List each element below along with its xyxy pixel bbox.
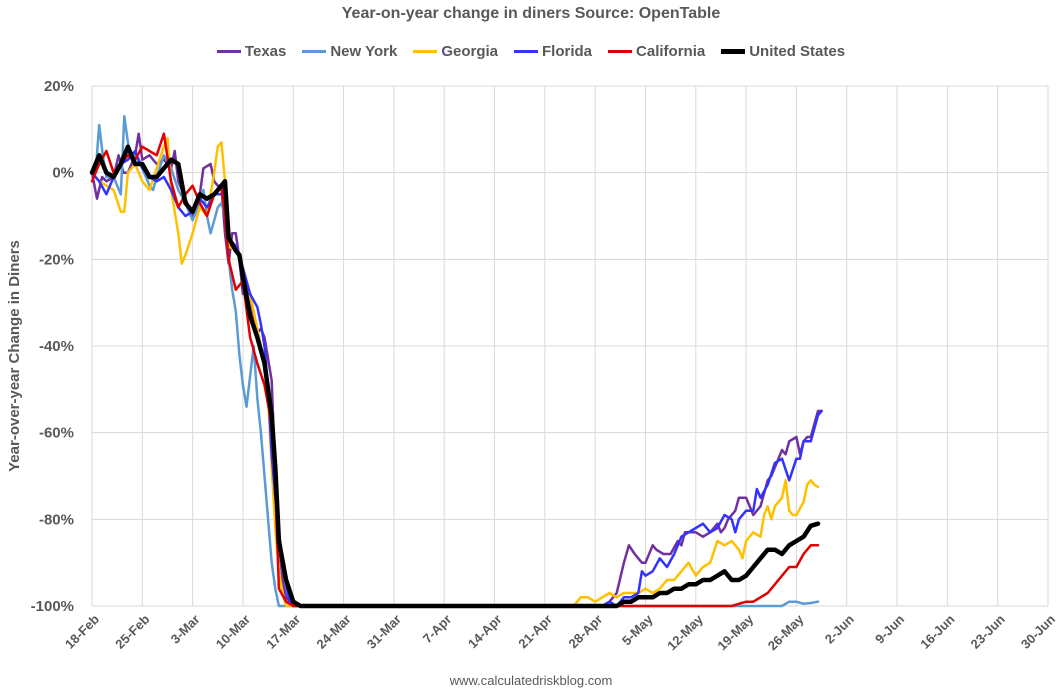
y-tick-label: 0% [52,165,74,182]
x-tick-label: 10-Mar [213,612,253,652]
x-tick-label: 18-Feb [62,611,102,651]
legend-label: United States [749,43,846,60]
y-axis-label: Year-over-year Change in Diners [6,240,23,472]
y-tick-label: -40% [39,338,74,355]
legend-label: California [636,43,706,60]
legend-swatch [608,50,633,53]
series-line-united-states [89,144,821,609]
legend-swatch [721,49,746,54]
y-tick-label: -60% [39,425,74,442]
y-tick-label: -100% [31,598,74,615]
x-tick-label: 25-Feb [112,611,152,651]
y-tick-label: -80% [39,511,74,528]
x-tick-label: 28-Apr [566,612,606,652]
series-line-california [90,132,820,608]
legend: Texas New York Georgia Florida California Uni… [0,43,1062,60]
x-tick-label: 5-May [619,611,656,648]
legend-item: Georgia [413,43,498,60]
x-tick-label: 17-Mar [263,612,303,652]
chart-title: Year-on-year change in diners Source: Op… [341,5,721,22]
x-tick-label: 31-Mar [364,612,404,652]
series-line-georgia [90,136,820,608]
x-tick-label: 2-Jun [822,611,857,646]
x-tick-label: 26-May [765,611,807,653]
legend-label: Georgia [441,43,499,60]
x-tick-label: 7-Apr [420,612,455,647]
legend-swatch [413,50,438,53]
y-tick-label: 20% [44,78,74,95]
legend-label: Florida [542,43,593,60]
x-tick-label: 24-Mar [313,612,353,652]
x-tick-label: 23-Jun [968,611,1008,651]
legend-label: Texas [244,43,287,60]
legend-swatch [216,50,241,53]
legend-item: Florida [514,43,592,60]
legend-swatch [514,50,539,53]
source-url: www.calculatedriskblog.com [449,673,613,688]
y-tick-label: -20% [39,251,74,268]
legend-label: New York [330,43,398,60]
x-tick-label: 16-Jun [917,611,957,651]
series-line-florida [90,149,823,608]
x-tick-label: 21-Apr [515,612,555,652]
x-tick-label: 9-Jun [872,611,907,646]
x-tick-label: 14-Apr [465,612,505,652]
legend-item: California [608,43,705,60]
x-tick-label: 3-Mar [168,612,203,647]
legend-item: Texas [216,43,287,60]
legend-swatch [302,50,327,53]
legend-item: New York [302,43,397,60]
x-tick-label: 30-Jun [1018,611,1058,651]
x-tick-label: 12-May [664,611,706,653]
legend-item: United States [721,43,845,60]
x-tick-label: 19-May [714,611,756,653]
